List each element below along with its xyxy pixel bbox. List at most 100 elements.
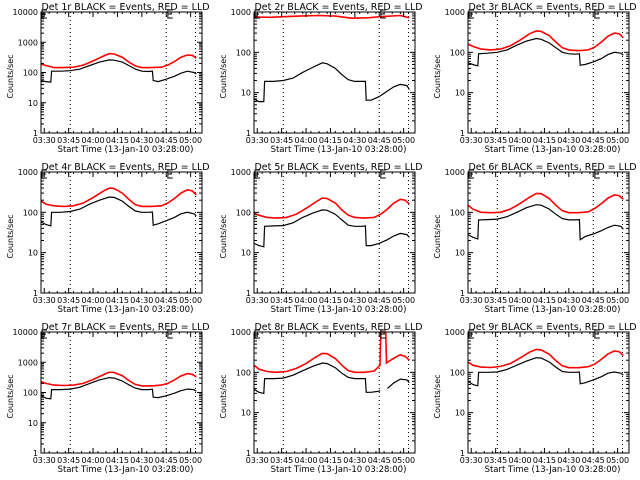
y-tick-label: 1000 <box>445 328 465 337</box>
panel-det-5: Det 5r BLACK = Events, RED = LLD 1 10 100 10… <box>219 162 423 315</box>
y-tick-label: 10 <box>241 89 251 98</box>
x-tick-label: 04:30 <box>130 136 153 145</box>
panel-title: Det 8r BLACK = Events, RED = LLD <box>254 322 422 333</box>
plot-frame <box>253 11 416 134</box>
series-line-events <box>40 196 197 227</box>
series-line-lld <box>40 187 197 208</box>
x-tick-label: 03:45 <box>484 296 507 305</box>
x-tick-label: 04:45 <box>582 296 605 305</box>
y-tick-label: 1 <box>246 129 251 138</box>
x-axis-label: Start Time (13-Jan-10 03:28:00) <box>485 305 621 315</box>
x-tick-label: 03:45 <box>484 456 507 465</box>
end-marker-icon <box>594 169 600 179</box>
y-axis-label: Counts/sec <box>219 214 228 258</box>
x-tick-label: 04:00 <box>82 296 105 305</box>
panel-title: Det 5r BLACK = Events, RED = LLD <box>254 162 422 173</box>
series-line-events <box>253 209 410 248</box>
plot-frame <box>253 331 416 454</box>
y-tick-label: 1 <box>33 129 38 138</box>
panel-det-3: Det 3r BLACK = Events, RED = LLD 1 10 100 10… <box>433 2 637 155</box>
x-tick-label: 04:45 <box>582 136 605 145</box>
x-tick-label: 03:45 <box>270 136 293 145</box>
series-line-events <box>253 362 410 395</box>
x-tick-label: 03:30 <box>460 456 483 465</box>
x-tick-label: 04:30 <box>557 456 580 465</box>
x-tick-label: 03:45 <box>270 456 293 465</box>
y-axis-label: Counts/sec <box>433 54 442 98</box>
x-tick-label: 03:45 <box>57 456 80 465</box>
series-line-lld <box>40 52 197 69</box>
x-tick-label: 04:15 <box>319 296 342 305</box>
panel-title: Det 4r BLACK = Events, RED = LLD <box>41 162 209 173</box>
x-tick-label: 03:30 <box>246 136 269 145</box>
y-tick-label: 1000 <box>445 8 465 17</box>
y-tick-label: 10 <box>241 409 251 418</box>
x-tick-label: 04:45 <box>155 296 178 305</box>
x-tick-label: 05:00 <box>179 136 202 145</box>
x-tick-label: 04:45 <box>155 456 178 465</box>
start-marker-icon <box>468 329 474 339</box>
x-tick-label: 04:30 <box>343 296 366 305</box>
x-axis-label: Start Time (13-Jan-10 03:28:00) <box>271 465 407 475</box>
panel-title: Det 1r BLACK = Events, RED = LLD <box>41 2 209 13</box>
y-axis-label: Counts/sec <box>433 214 442 258</box>
y-tick-label: 1 <box>246 289 251 298</box>
x-tick-label: 04:30 <box>557 136 580 145</box>
y-tick-label: 100 <box>23 69 38 78</box>
y-tick-label: 1 <box>33 289 38 298</box>
start-marker-icon <box>41 169 47 179</box>
plot-frame <box>467 331 630 454</box>
panel-title: Det 7r BLACK = Events, RED = LLD <box>41 322 209 333</box>
end-marker-icon <box>380 169 386 179</box>
end-marker-icon <box>167 329 173 339</box>
x-axis-label: Start Time (13-Jan-10 03:28:00) <box>58 145 194 155</box>
x-tick-label: 05:00 <box>179 456 202 465</box>
y-axis-label: Counts/sec <box>219 374 228 418</box>
panel-det-7: Det 7r BLACK = Events, RED = LLD 1 10 100 10… <box>6 322 210 475</box>
plot-frame <box>467 11 630 134</box>
y-tick-label: 1000 <box>231 168 251 177</box>
x-tick-label: 04:00 <box>295 136 318 145</box>
x-tick-label: 04:45 <box>368 136 391 145</box>
y-tick-label: 1000 <box>18 168 38 177</box>
panel-det-1: Det 1r BLACK = Events, RED = LLD 1 10 100 10… <box>6 2 210 155</box>
x-tick-label: 04:45 <box>582 456 605 465</box>
y-tick-label: 100 <box>23 389 38 398</box>
plot-frame <box>40 11 203 134</box>
x-tick-label: 03:30 <box>460 296 483 305</box>
plot-frame <box>253 171 416 294</box>
y-tick-label: 10 <box>455 89 465 98</box>
y-tick-label: 100 <box>236 48 251 57</box>
x-tick-label: 04:15 <box>106 456 129 465</box>
x-tick-label: 03:30 <box>33 296 56 305</box>
y-tick-label: 100 <box>23 208 38 217</box>
x-tick-label: 04:30 <box>557 296 580 305</box>
x-tick-label: 05:00 <box>606 136 629 145</box>
y-tick-label: 1 <box>460 289 465 298</box>
series-line-events <box>467 357 624 387</box>
x-tick-label: 04:00 <box>82 136 105 145</box>
x-tick-label: 04:00 <box>509 136 532 145</box>
series-line-events <box>40 376 197 400</box>
start-marker-icon <box>41 329 47 339</box>
x-tick-label: 04:15 <box>533 296 556 305</box>
x-tick-label: 03:30 <box>33 136 56 145</box>
x-tick-label: 03:30 <box>246 456 269 465</box>
y-axis-label: Counts/sec <box>433 374 442 418</box>
y-tick-label: 10 <box>241 249 251 258</box>
plot-frame <box>467 171 630 294</box>
x-tick-label: 04:30 <box>343 136 366 145</box>
y-tick-label: 10 <box>28 249 38 258</box>
y-tick-label: 1 <box>460 449 465 458</box>
x-tick-label: 04:00 <box>295 456 318 465</box>
y-tick-label: 10 <box>455 409 465 418</box>
y-tick-label: 1000 <box>231 8 251 17</box>
x-tick-label: 04:30 <box>343 456 366 465</box>
x-tick-label: 03:45 <box>484 136 507 145</box>
end-marker-icon <box>594 329 600 339</box>
y-tick-label: 100 <box>450 48 465 57</box>
start-marker-icon <box>41 9 47 19</box>
y-tick-label: 1000 <box>231 328 251 337</box>
y-tick-label: 1000 <box>445 168 465 177</box>
panel-det-9: Det 9r BLACK = Events, RED = LLD 1 10 100 10… <box>433 322 637 475</box>
